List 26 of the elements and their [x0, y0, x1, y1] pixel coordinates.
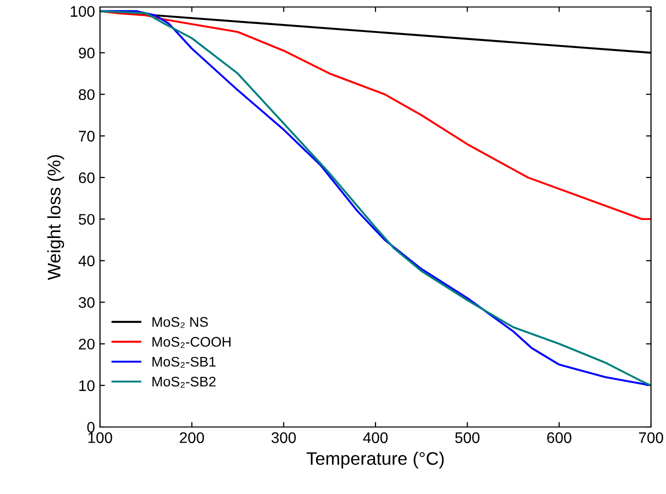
legend-label: MoS₂-SB1 — [152, 356, 216, 368]
y-tick-label: 20 — [78, 338, 95, 350]
x-tick-label: 300 — [272, 432, 296, 444]
legend-label: MoS₂-SB2 — [152, 376, 216, 388]
y-tick-label: 30 — [78, 297, 95, 308]
y-tick-label: 50 — [78, 214, 95, 225]
y-tick-label: 60 — [78, 172, 95, 184]
x-tick-label: 400 — [363, 432, 388, 444]
x-tick-label: 200 — [180, 432, 204, 444]
y-tick-label: 10 — [79, 380, 95, 392]
x-tick-label: 700 — [639, 432, 664, 444]
y-tick-label: 90 — [78, 48, 95, 58]
x-axis-title: Temperature (°C) — [306, 452, 444, 468]
line-series — [100, 10, 651, 386]
y-tick-label: 100 — [70, 6, 95, 17]
legend-label: MoS₂-COOH — [152, 336, 230, 348]
x-tick-label: 600 — [547, 432, 572, 444]
y-tick-label: 80 — [78, 89, 95, 100]
y-axis-title: Weight loss (%) — [47, 155, 64, 280]
line-series — [100, 10, 651, 220]
x-tick-label: 100 — [88, 432, 112, 444]
legend-label: MoS₂ NS — [152, 317, 208, 328]
x-tick-label: 500 — [455, 432, 480, 444]
y-tick-label: 40 — [78, 256, 95, 266]
y-tick-label: 0 — [87, 422, 95, 433]
y-tick-label: 70 — [78, 130, 95, 142]
